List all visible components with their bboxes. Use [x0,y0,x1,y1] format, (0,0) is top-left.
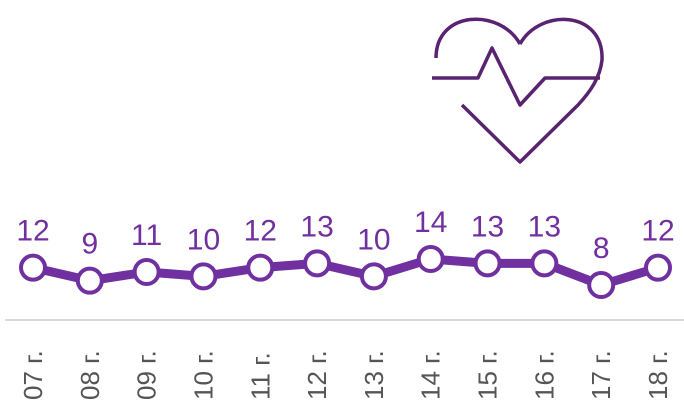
value-label: 14 [414,206,447,239]
point [19,253,47,282]
x-tick-label: 18 г. [643,350,673,400]
x-tick-label: 08 г. [75,350,105,400]
x-tick-label: 07 г. [18,350,48,400]
point [189,262,218,291]
value-label: 10 [187,223,220,256]
point [473,249,502,278]
point [359,262,388,291]
x-tick-label: 09 г. [132,350,162,400]
line [31,254,660,290]
point [530,249,559,278]
x-tick-label: 16 г. [529,350,559,400]
value-label: 9 [81,228,98,261]
point [416,245,445,273]
value-label: 13 [300,210,333,243]
value-label: 10 [357,223,390,256]
point [303,249,332,278]
point [246,253,275,282]
x-tick-label: 14 г. [416,350,446,400]
value-label: 13 [528,210,561,243]
point [132,258,161,286]
value-label: 12 [641,215,674,248]
value-label: 12 [16,215,49,248]
x-tick-label: 17 г. [586,350,616,400]
value-label: 13 [471,210,504,243]
value-label: 11 [131,219,162,252]
point [587,271,616,299]
x-tick-label: 12 г. [302,350,332,400]
x-tick-label: 13 г. [359,350,389,400]
value-label: 8 [593,232,610,265]
x-tick-label: 15 г. [473,350,503,400]
x-tick-label: 11 г. [245,352,275,400]
point [644,253,672,282]
x-tick-label: 10 г. [188,350,218,400]
value-label: 12 [244,215,277,248]
point [75,266,104,295]
heart-icon [432,17,604,164]
